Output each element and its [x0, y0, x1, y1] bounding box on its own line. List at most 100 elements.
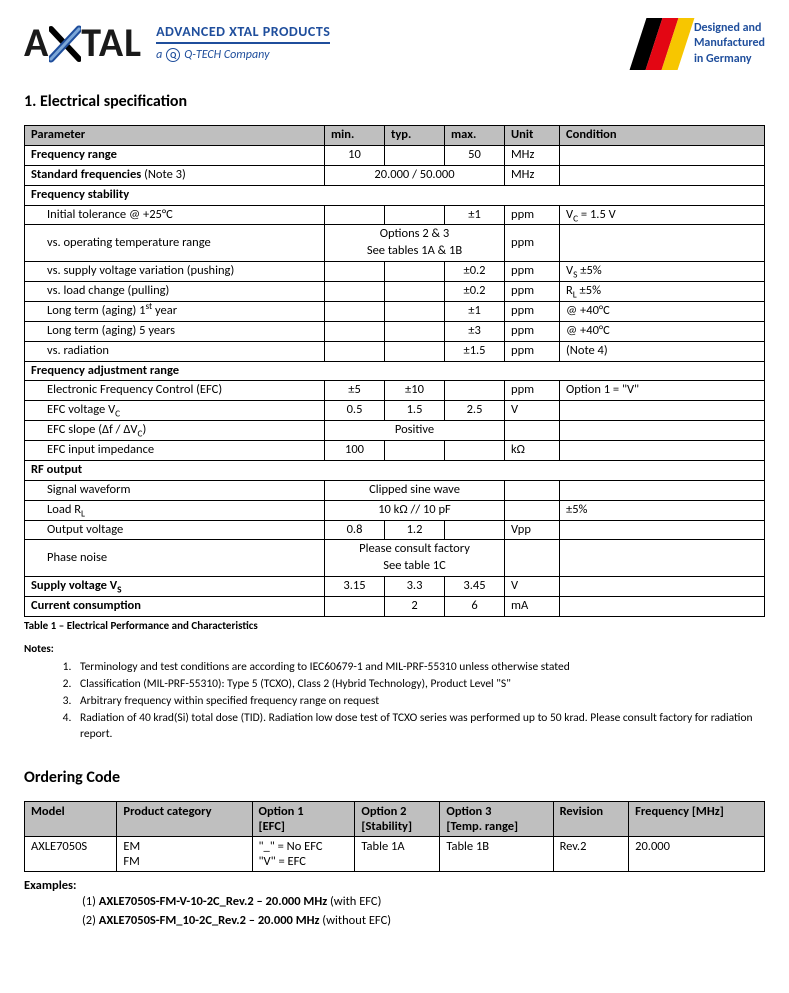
table-row: Load RL10 kΩ // 10 pF±5% — [25, 500, 765, 520]
ordering-code-table: Model Product category Option 1[EFC] Opt… — [24, 801, 765, 872]
condition-cell: VS ±5% — [560, 262, 765, 282]
axtal-logo: A TAL — [24, 18, 142, 67]
condition-cell — [560, 165, 765, 185]
min-cell — [325, 301, 385, 321]
th-max: max. — [445, 126, 505, 146]
germany-flag-icon — [629, 18, 694, 70]
condition-cell: RL ±5% — [560, 282, 765, 302]
max-cell — [445, 381, 505, 401]
electrical-spec-table: Parameter min. typ. max. Unit Condition … — [24, 125, 765, 617]
param-cell: vs. operating temperature range — [25, 225, 325, 262]
param-cell: Frequency adjustment range — [25, 361, 765, 381]
table-row: Output voltage0.81.2Vpp — [25, 520, 765, 540]
table-row: EFC voltage VC0.51.52.5V — [25, 401, 765, 421]
table-header-row: Parameter min. typ. max. Unit Condition — [25, 126, 765, 146]
typ-cell — [385, 262, 445, 282]
merged-value-cell: Positive — [325, 421, 505, 441]
examples-list: (1) AXLE7050S-FM-V-10-2C_Rev.2 – 20.000 … — [82, 893, 765, 931]
max-cell: 3.45 — [445, 577, 505, 597]
typ-cell — [385, 441, 445, 461]
max-cell: 2.5 — [445, 401, 505, 421]
condition-cell: VC = 1.5 V — [560, 205, 765, 225]
examples-heading: Examples: — [24, 878, 765, 893]
typ-cell: ±10 — [385, 381, 445, 401]
param-cell: Output voltage — [25, 520, 325, 540]
table-row: Current consumption26mA — [25, 597, 765, 617]
table-row: vs. operating temperature rangeOptions 2… — [25, 225, 765, 262]
typ-cell — [385, 301, 445, 321]
param-cell: Initial tolerance @ +25°C — [25, 205, 325, 225]
condition-cell — [560, 401, 765, 421]
unit-cell: V — [505, 577, 560, 597]
section-title-electrical: 1. Electrical specification — [24, 92, 765, 111]
typ-cell — [385, 282, 445, 302]
order-revision: Rev.2 — [553, 837, 629, 872]
max-cell: ±0.2 — [445, 262, 505, 282]
min-cell — [325, 282, 385, 302]
min-cell — [325, 341, 385, 361]
table-row: vs. load change (pulling) ±0.2ppmRL ±5% — [25, 282, 765, 302]
param-cell: vs. supply voltage variation (pushing) — [25, 262, 325, 282]
example-2: (2) AXLE7050S-FM_10-2C_Rev.2 – 20.000 MH… — [82, 912, 765, 931]
typ-cell: 1.5 — [385, 401, 445, 421]
param-cell: vs. load change (pulling) — [25, 282, 325, 302]
page-header: A TAL ADVANCED XTAL PRODUCTS a Q Q-TECH … — [24, 18, 765, 70]
unit-cell — [505, 421, 560, 441]
logo-letter-a: A — [24, 18, 49, 67]
order-option3: Table 1B — [440, 837, 553, 872]
note-item: Classification (MIL-PRF-55310): Type 5 (… — [74, 676, 765, 692]
table-row: Long term (aging) 5 years±3ppm@ +40°C — [25, 321, 765, 341]
note-item: Arbitrary frequency within specified fre… — [74, 693, 765, 709]
unit-cell: V — [505, 401, 560, 421]
th-typ: typ. — [385, 126, 445, 146]
tagline-sub: a Q Q-TECH Company — [156, 48, 330, 62]
table-row: Phase noisePlease consult factorySee tab… — [25, 540, 765, 577]
unit-cell: MHz — [505, 165, 560, 185]
tagline-prefix: a — [156, 48, 162, 62]
min-cell: 100 — [325, 441, 385, 461]
condition-cell: ±5% — [560, 500, 765, 520]
typ-cell — [385, 341, 445, 361]
condition-cell — [560, 225, 765, 262]
th-revision: Revision — [553, 802, 629, 837]
max-cell: ±1 — [445, 301, 505, 321]
merged-value-cell: 20.000 / 50.000 — [325, 165, 505, 185]
param-cell: Load RL — [25, 500, 325, 520]
typ-cell: 1.2 — [385, 520, 445, 540]
unit-cell: ppm — [505, 262, 560, 282]
ex1-tail: (with EFC) — [327, 894, 381, 909]
order-cat-fm: FM — [123, 854, 245, 869]
min-cell: 10 — [325, 145, 385, 165]
th-frequency: Frequency [MHz] — [629, 802, 765, 837]
param-cell: Current consumption — [25, 597, 325, 617]
condition-cell — [560, 520, 765, 540]
condition-cell: Option 1 = "V" — [560, 381, 765, 401]
min-cell — [325, 321, 385, 341]
th-min: min. — [325, 126, 385, 146]
th-option1: Option 1[EFC] — [252, 802, 355, 837]
table-row: Supply voltage VS3.153.33.45V — [25, 577, 765, 597]
order-opt1-noefc: "_" = No EFC — [259, 839, 349, 854]
notes-list: Terminology and test conditions are acco… — [74, 659, 765, 742]
th-option2: Option 2[Stability] — [355, 802, 440, 837]
max-cell: 50 — [445, 145, 505, 165]
table-row: vs. radiation±1.5ppm(Note 4) — [25, 341, 765, 361]
min-cell — [325, 262, 385, 282]
param-cell: Electronic Frequency Control (EFC) — [25, 381, 325, 401]
max-cell: ±0.2 — [445, 282, 505, 302]
condition-cell — [560, 145, 765, 165]
merged-value-cell: Please consult factorySee table 1C — [325, 540, 505, 577]
table-row: Frequency range1050MHz — [25, 145, 765, 165]
unit-cell: ppm — [505, 282, 560, 302]
typ-cell: 3.3 — [385, 577, 445, 597]
table-row: Frequency stability — [25, 185, 765, 205]
unit-cell: kΩ — [505, 441, 560, 461]
section-title-ordering: Ordering Code — [24, 768, 765, 787]
param-cell: vs. radiation — [25, 341, 325, 361]
order-frequency: 20.000 — [629, 837, 765, 872]
th-condition: Condition — [560, 126, 765, 146]
order-option1: "_" = No EFC "V" = EFC — [252, 837, 355, 872]
th-product-category: Product category — [117, 802, 252, 837]
min-cell: 0.8 — [325, 520, 385, 540]
max-cell: ±1 — [445, 205, 505, 225]
